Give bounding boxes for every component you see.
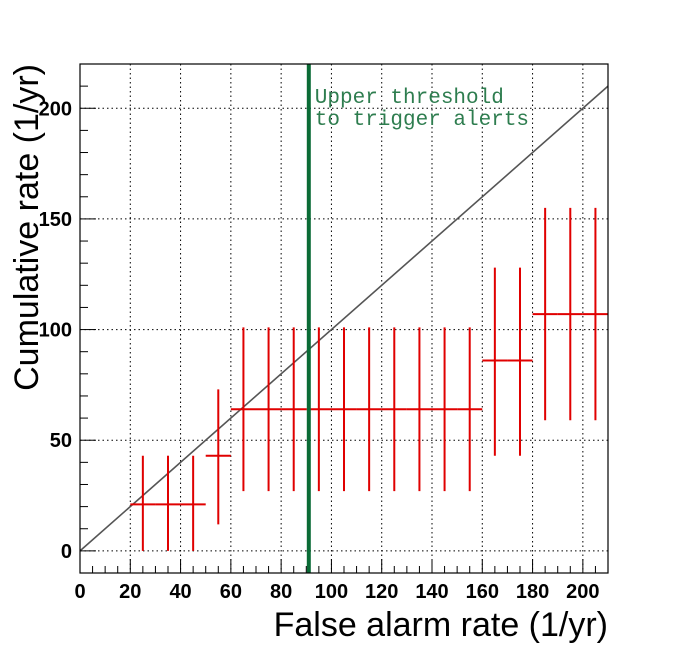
x-tick-label: 120 [365, 581, 398, 603]
data-point [130, 455, 156, 551]
y-axis-title: Cumulative rate (1/yr) [8, 64, 46, 391]
data-point [356, 327, 382, 492]
y-tick-label: 200 [39, 98, 72, 120]
data-point [557, 207, 583, 421]
data-point [507, 267, 533, 456]
x-tick-label: 180 [516, 581, 549, 603]
x-tick-label: 0 [74, 581, 85, 603]
y-tick-label: 0 [61, 541, 72, 563]
x-tick-label: 140 [415, 581, 448, 603]
data-point [281, 327, 307, 492]
data-point [180, 455, 206, 551]
x-tick-label: 40 [169, 581, 191, 603]
y-tick-label: 100 [39, 320, 72, 342]
data-point [432, 327, 458, 492]
x-tick-label: 160 [466, 581, 499, 603]
x-tick-label: 80 [270, 581, 292, 603]
x-axis-title: False alarm rate (1/yr) [274, 606, 608, 644]
data-point [205, 389, 231, 525]
tick-labels-layer: 0 20 40 60 80 100 120 140 160 180 200 0 50 100 150 200 [39, 98, 600, 603]
ticks-layer [79, 63, 596, 574]
data-point [457, 327, 483, 492]
data-point [582, 207, 608, 421]
y-tick-label: 150 [39, 209, 72, 231]
y-tick-label: 50 [50, 430, 72, 452]
x-tick-label: 60 [220, 581, 242, 603]
threshold-annotation-line2: to trigger alerts [315, 109, 529, 132]
x-tick-label: 200 [566, 581, 599, 603]
data-point [331, 327, 357, 492]
data-point [155, 455, 181, 551]
data-point [230, 327, 256, 492]
x-tick-label: 20 [119, 581, 141, 603]
data-point [482, 267, 508, 456]
x-tick-label: 100 [315, 581, 348, 603]
data-point [256, 327, 282, 492]
data-point [532, 207, 558, 421]
points-layer [130, 207, 608, 551]
threshold-annotation-line1: Upper threshold [315, 87, 504, 110]
data-point [406, 327, 432, 492]
data-point [381, 327, 407, 492]
